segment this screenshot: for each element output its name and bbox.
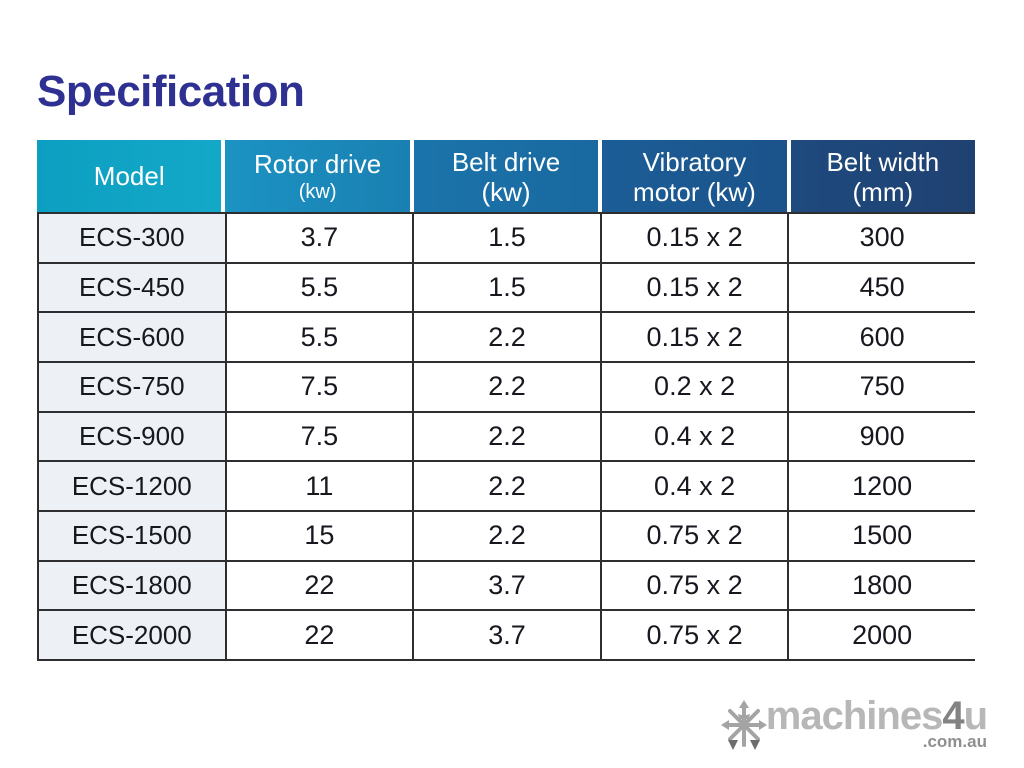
rotor-drive-cell: 11 <box>224 462 413 510</box>
model-cell: ECS-450 <box>37 263 225 312</box>
header-label: Model <box>93 160 165 191</box>
watermark: machines4u .com.au <box>718 694 988 754</box>
header-cell-vibratory-motor: Vibratory motor (kw) <box>598 140 787 212</box>
specification-table: Model Rotor drive (kw) Belt drive (kw) V… <box>37 140 976 661</box>
header-label: Belt width <box>826 146 940 177</box>
domain-text: .com.au <box>922 732 987 751</box>
header-cell-model: Model <box>37 140 222 212</box>
vibratory-motor-cell: 0.75 x 2 <box>599 611 788 659</box>
header-label: Belt drive <box>451 146 561 177</box>
table-row: ECS-450 5.5 1.5 0.15 x 2 450 <box>37 261 975 312</box>
rotor-drive-cell: 15 <box>224 511 413 560</box>
belt-drive-cell: 1.5 <box>412 214 600 262</box>
rotor-drive-cell: 5.5 <box>224 263 413 312</box>
header-unit: (kw) <box>481 176 531 207</box>
model-cell: ECS-600 <box>37 313 225 361</box>
model-cell: ECS-2000 <box>37 611 225 659</box>
table-header-row: Model Rotor drive (kw) Belt drive (kw) V… <box>37 140 976 212</box>
belt-width-cell: 1200 <box>787 462 975 510</box>
belt-width-cell: 1500 <box>787 511 975 560</box>
table-row: ECS-900 7.5 2.2 0.4 x 2 900 <box>37 410 975 461</box>
snowflake-logo-icon <box>721 700 767 755</box>
header-label: Rotor drive <box>254 148 382 179</box>
table-row: ECS-1800 22 3.7 0.75 x 2 1800 <box>37 559 975 610</box>
table-row: ECS-1500 15 2.2 0.75 x 2 1500 <box>37 509 975 560</box>
belt-drive-cell: 1.5 <box>412 263 600 312</box>
model-cell: ECS-1800 <box>37 561 225 610</box>
belt-drive-cell: 2.2 <box>412 511 600 560</box>
header-cell-belt-drive: Belt drive (kw) <box>409 140 599 212</box>
header-cell-belt-width: Belt width (mm) <box>786 140 976 212</box>
vibratory-motor-cell: 0.15 x 2 <box>599 313 788 361</box>
belt-width-cell: 1800 <box>787 561 975 610</box>
vibratory-motor-cell: 0.75 x 2 <box>599 561 788 610</box>
belt-drive-cell: 2.2 <box>412 462 600 510</box>
table-row: ECS-300 3.7 1.5 0.15 x 2 300 <box>37 212 975 262</box>
page-title: Specification <box>37 67 305 116</box>
table-row: ECS-600 5.5 2.2 0.15 x 2 600 <box>37 311 975 361</box>
belt-width-cell: 450 <box>787 263 975 312</box>
rotor-drive-cell: 5.5 <box>224 313 413 361</box>
rotor-drive-cell: 22 <box>224 561 413 610</box>
table-row: ECS-2000 22 3.7 0.75 x 2 2000 <box>37 609 975 659</box>
vibratory-motor-cell: 0.4 x 2 <box>599 412 788 461</box>
belt-width-cell: 750 <box>787 362 975 411</box>
brand-prefix: machines <box>765 694 944 738</box>
header-unit: motor (kw) <box>633 176 756 207</box>
header-label: Vibratory <box>642 146 747 177</box>
table-body: ECS-300 3.7 1.5 0.15 x 2 300 ECS-450 5.5… <box>37 212 975 661</box>
rotor-drive-cell: 7.5 <box>224 412 413 461</box>
model-cell: ECS-900 <box>37 412 225 461</box>
brand-accent: 4 <box>942 694 964 738</box>
vibratory-motor-cell: 0.2 x 2 <box>599 362 788 411</box>
belt-width-cell: 300 <box>787 214 975 262</box>
model-cell: ECS-1500 <box>37 511 225 560</box>
belt-drive-cell: 3.7 <box>412 611 600 659</box>
belt-drive-cell: 2.2 <box>412 313 600 361</box>
belt-drive-cell: 2.2 <box>412 362 600 411</box>
table-row: ECS-750 7.5 2.2 0.2 x 2 750 <box>37 360 975 411</box>
table-row: ECS-1200 11 2.2 0.4 x 2 1200 <box>37 460 975 510</box>
vibratory-motor-cell: 0.15 x 2 <box>599 214 788 262</box>
belt-width-cell: 600 <box>787 313 975 361</box>
model-cell: ECS-1200 <box>37 462 225 510</box>
model-cell: ECS-750 <box>37 362 225 411</box>
belt-drive-cell: 2.2 <box>412 412 600 461</box>
rotor-drive-cell: 22 <box>224 611 413 659</box>
belt-width-cell: 900 <box>787 412 975 461</box>
header-unit: (mm) <box>852 176 914 207</box>
header-cell-rotor-drive: Rotor drive (kw) <box>221 140 410 212</box>
vibratory-motor-cell: 0.15 x 2 <box>599 263 788 312</box>
vibratory-motor-cell: 0.75 x 2 <box>599 511 788 560</box>
brand-text: machines4u <box>765 694 988 738</box>
belt-drive-cell: 3.7 <box>412 561 600 610</box>
rotor-drive-cell: 3.7 <box>224 214 413 262</box>
vibratory-motor-cell: 0.4 x 2 <box>599 462 788 510</box>
model-cell: ECS-300 <box>37 214 225 262</box>
brand-suffix: u <box>963 694 988 738</box>
header-unit: (kw) <box>298 180 337 203</box>
belt-width-cell: 2000 <box>787 611 975 659</box>
rotor-drive-cell: 7.5 <box>224 362 413 411</box>
